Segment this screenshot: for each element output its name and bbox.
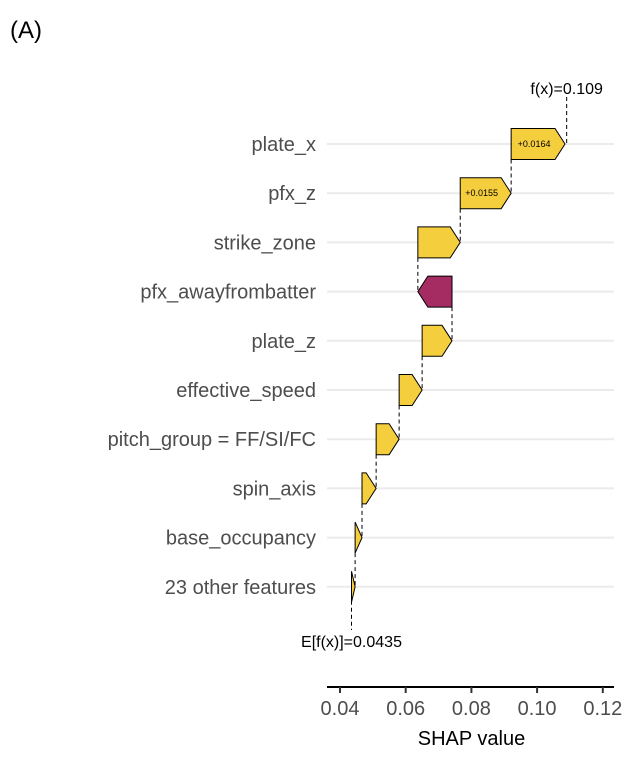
bar-positive [350,571,356,603]
y-tick-label: pfx_z [268,183,316,205]
x-tick-label: 0.12 [583,698,622,720]
y-tick-label: strike_zone [214,232,316,254]
x-tick-label: 0.04 [321,698,360,720]
bar-negative [417,275,453,308]
panel-label: (A) [10,17,42,44]
baseline-label: E[f(x)]=0.0435 [301,634,402,651]
prediction-label: f(x)=0.109 [530,81,603,98]
bar-positive [510,128,566,160]
bars: +0.0164 +0.0155 [350,128,566,603]
y-tick-label: spin_axis [233,478,316,500]
y-axis-labels: plate_x pfx_z strike_zone pfx_awayfrombatte… [108,134,317,599]
bar-positive [375,423,400,456]
bar-positive [361,472,377,505]
x-tick-label: 0.08 [452,698,491,720]
bar-value-label: +0.0164 [518,139,551,149]
gridlines [327,143,614,588]
y-tick-label: effective_speed [176,380,316,402]
x-tick-label: 0.06 [386,698,425,720]
y-tick-label: pitch_group = FF/SI/FC [108,429,316,451]
y-tick-label: 23 other features [165,577,316,599]
y-tick-label: plate_x [252,134,317,156]
bar-positive [354,521,363,554]
bar-positive [417,226,461,259]
bar-positive [421,324,453,357]
y-tick-label: pfx_awayfrombatter [140,282,316,304]
y-tick-label: plate_z [252,331,317,353]
x-axis: 0.04 0.06 0.08 0.10 0.12 [321,686,622,720]
bar-positive [459,177,512,210]
x-axis-title: SHAP value [418,728,525,750]
connectors [350,97,568,630]
y-tick-label: base_occupancy [166,528,316,550]
annotations: f(x)=0.109 E[f(x)]=0.0435 [301,81,603,651]
x-tick-label: 0.10 [518,698,557,720]
bar-positive [398,374,423,406]
bar-value-label: +0.0155 [465,188,498,198]
